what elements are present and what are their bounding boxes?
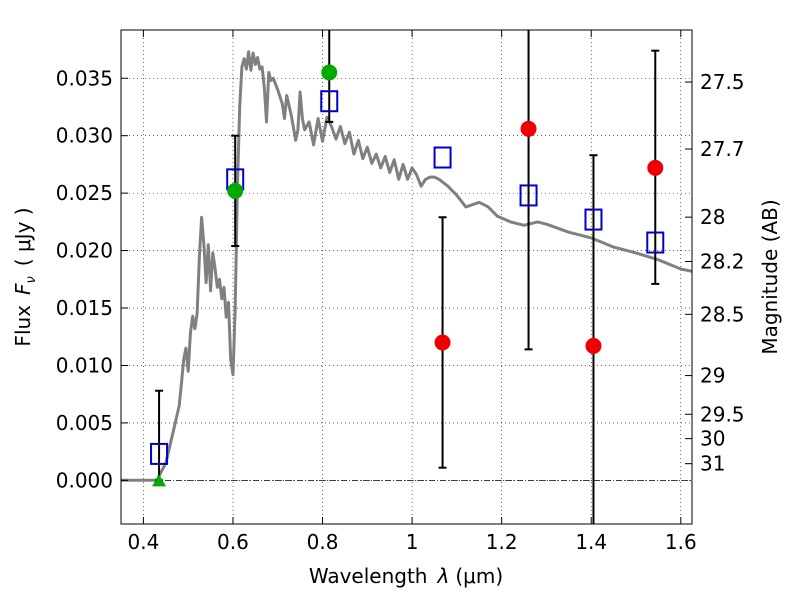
y2-tick-label: 29.5 (700, 402, 745, 426)
y2-tick-label: 28 (700, 205, 725, 229)
y-tick-label: 0.010 (56, 353, 113, 377)
model-curve (121, 50, 693, 482)
model-curve-group (121, 50, 693, 482)
y2-tick-label: 31 (700, 452, 725, 476)
x-axis-label: Wavelength λ (μm) (309, 564, 503, 588)
x-tick-label: 1.4 (575, 530, 607, 554)
y2-tick-label: 28.5 (700, 302, 745, 326)
x-axis: 0.4 0.6 0.8 1 1.2 1.4 1.6 (127, 30, 697, 554)
open-square-marker (320, 90, 339, 113)
open-square-marker (433, 146, 452, 169)
y-tick-label: 0.025 (56, 181, 113, 205)
open-square-marker (584, 208, 603, 231)
open-square-marker (150, 442, 169, 465)
y-tick-label: 0.030 (56, 124, 113, 148)
x-tick-label: 1.2 (486, 530, 518, 554)
filled-circle-marker (520, 120, 537, 137)
y2-tick-label: 27.5 (700, 70, 745, 94)
x-tick-label: 0.4 (127, 530, 159, 554)
x-tick-label: 1 (406, 530, 419, 554)
open-square-marker (646, 231, 665, 254)
filled-circle-marker (434, 334, 451, 351)
plot-frame (120, 29, 693, 525)
y-axis-label: FluxFν( μJy ) (11, 207, 39, 346)
filled-circle-marker (227, 182, 244, 199)
y-tick-label: 0.005 (56, 411, 113, 435)
y-tick-label: 0.035 (56, 66, 113, 90)
filled-circle-marker (647, 159, 664, 176)
y-tick-label: 0.015 (56, 296, 113, 320)
y-tick-label: 0.000 (56, 468, 113, 492)
x-tick-label: 0.6 (217, 530, 249, 554)
x-tick-label: 1.6 (665, 530, 697, 554)
open-square-marker (519, 184, 538, 207)
y2-axis-label: Magnitude (AB) (758, 199, 782, 354)
filled-triangle-marker (152, 474, 167, 487)
y-axis: 0.000 0.005 0.010 0.015 0.020 0.025 0.030 0.035 (56, 66, 128, 492)
x-tick-label: 0.8 (307, 530, 339, 554)
markers (150, 64, 665, 487)
y-tick-label: 0.020 (56, 239, 113, 263)
y2-tick-label: 29 (700, 364, 725, 388)
filled-circle-marker (585, 337, 602, 354)
y2-tick-label: 30 (700, 427, 725, 451)
y2-tick-label: 28.2 (700, 249, 745, 273)
filled-circle-marker (321, 64, 338, 81)
y2-tick-label: 27.7 (700, 137, 745, 161)
